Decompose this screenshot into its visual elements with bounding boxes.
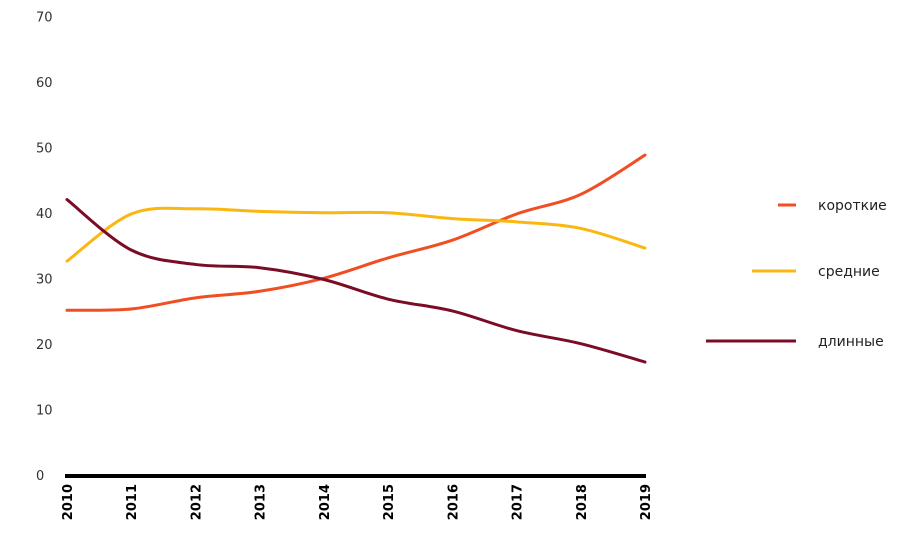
x-tick-label: 2019	[639, 484, 654, 520]
legend-label: короткие	[818, 198, 887, 214]
series-lines	[65, 153, 647, 364]
x-axis-ticks: 2010 2011 2012 2013 2014 2015 2016 2017 2018 2019	[61, 484, 654, 520]
x-tick-label: 2018	[575, 484, 590, 520]
x-tick-label: 2017	[511, 484, 526, 520]
y-tick-label: 60	[36, 76, 53, 91]
y-tick-label: 0	[36, 469, 44, 484]
x-tick-label: 2015	[382, 484, 397, 520]
series-line	[65, 206, 647, 263]
y-tick-label: 40	[36, 207, 53, 222]
y-tick-label: 10	[36, 404, 53, 419]
legend-label: средние	[818, 264, 880, 280]
y-tick-label: 50	[36, 142, 53, 157]
legend: короткие средние длинные	[706, 198, 887, 350]
x-tick-label: 2013	[254, 484, 269, 520]
x-tick-label: 2016	[446, 484, 461, 520]
y-tick-label: 70	[36, 11, 53, 26]
y-tick-label: 30	[36, 273, 53, 288]
x-tick-label: 2014	[318, 484, 333, 520]
series-line	[65, 153, 647, 312]
y-axis-ticks: 0 10 20 30 40 50 60 70	[36, 11, 53, 485]
x-tick-label: 2012	[189, 484, 204, 520]
series-line	[65, 198, 647, 364]
y-tick-label: 20	[36, 338, 53, 353]
legend-label: длинные	[818, 334, 884, 350]
x-tick-label: 2010	[61, 484, 76, 520]
x-tick-label: 2011	[125, 484, 140, 520]
